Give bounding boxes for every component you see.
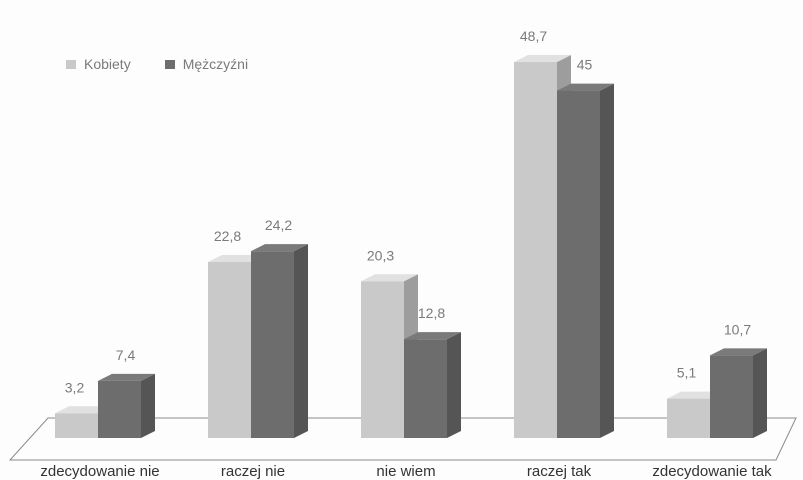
bar-m-czy-ni-zdecydowanie-nie — [98, 373, 155, 438]
bar-m-czy-ni-nie-wiem-side — [447, 332, 461, 438]
legend-swatch-mezczyzni — [164, 59, 175, 69]
data-label-m-czy-ni-zdecydowanie-nie: 7,4 — [116, 347, 136, 363]
bar-m-czy-ni-raczej-nie-side — [294, 244, 308, 438]
data-label-kobiety-raczej-tak: 48,7 — [520, 28, 547, 44]
legend-label-kobiety: Kobiety — [84, 56, 131, 72]
bar-m-czy-ni-raczej-nie-top — [251, 244, 308, 252]
legend-label-mezczyzni: Mężczyźni — [182, 56, 249, 72]
data-label-m-czy-ni-zdecydowanie-tak: 10,7 — [724, 321, 751, 337]
bar-kobiety-zdecydowanie-nie-front — [55, 413, 98, 438]
bar-m-czy-ni-nie-wiem-top — [404, 332, 461, 340]
bar-kobiety-raczej-nie-front — [208, 261, 251, 438]
bar-m-czy-ni-zdecydowanie-nie-side — [141, 373, 155, 438]
chart-floor — [8, 417, 797, 461]
bar-m-czy-ni-raczej-tak-front — [557, 90, 600, 438]
legend-item-kobiety: Kobiety — [66, 56, 131, 72]
bar-m-czy-ni-zdecydowanie-tak-side — [753, 348, 767, 438]
legend-swatch-kobiety — [66, 59, 76, 69]
x-tick-label-nie-wiem: nie wiem — [376, 463, 435, 480]
bar-kobiety-nie-wiem — [361, 274, 418, 438]
data-label-m-czy-ni-raczej-tak: 45 — [577, 57, 593, 73]
bar-m-czy-ni-zdecydowanie-nie-top — [98, 373, 155, 381]
bar-m-czy-ni-raczej-tak — [557, 83, 614, 438]
legend-item-mezczyzni: Mężczyźni — [164, 56, 249, 72]
x-tick-label-zdecydowanie-nie: zdecydowanie nie — [40, 463, 159, 480]
bar-m-czy-ni-raczej-tak-side — [600, 83, 614, 438]
data-label-m-czy-ni-raczej-nie: 24,2 — [265, 217, 292, 233]
bar-m-czy-ni-nie-wiem-front — [404, 339, 447, 438]
bar-m-czy-ni-zdecydowanie-tak — [710, 348, 767, 438]
bar-m-czy-ni-raczej-nie — [251, 244, 308, 438]
x-tick-label-zdecydowanie-tak: zdecydowanie tak — [652, 463, 772, 480]
bar-kobiety-raczej-tak-front — [514, 62, 557, 438]
x-tick-label-raczej-nie: raczej nie — [221, 463, 285, 480]
bar-kobiety-nie-wiem-front — [361, 281, 404, 438]
bar-kobiety-raczej-tak-top — [514, 55, 571, 63]
chart-legend: Kobiety Mężczyźni — [66, 56, 282, 72]
x-tick-label-raczej-tak: raczej tak — [527, 463, 592, 480]
bar-kobiety-zdecydowanie-nie-top — [55, 406, 112, 414]
data-label-m-czy-ni-nie-wiem: 12,8 — [418, 305, 445, 321]
bar-kobiety-zdecydowanie-tak-top — [667, 391, 724, 399]
bar-m-czy-ni-raczej-nie-front — [251, 251, 294, 438]
bar-kobiety-raczej-nie-top — [208, 254, 265, 262]
bar-kobiety-zdecydowanie-tak-front — [667, 398, 710, 438]
bar-m-czy-ni-raczej-tak-top — [557, 83, 614, 91]
bar-kobiety-nie-wiem-top — [361, 274, 418, 282]
data-label-kobiety-zdecydowanie-nie: 3,2 — [65, 379, 85, 395]
data-label-kobiety-raczej-nie: 22,8 — [214, 228, 241, 244]
bar-m-czy-ni-zdecydowanie-tak-front — [710, 355, 753, 438]
bar-m-czy-ni-zdecydowanie-tak-top — [710, 348, 767, 356]
bar-m-czy-ni-zdecydowanie-nie-front — [98, 380, 141, 438]
data-label-kobiety-nie-wiem: 20,3 — [367, 247, 394, 263]
bar-m-czy-ni-nie-wiem — [404, 332, 461, 438]
data-label-kobiety-zdecydowanie-tak: 5,1 — [677, 365, 697, 381]
